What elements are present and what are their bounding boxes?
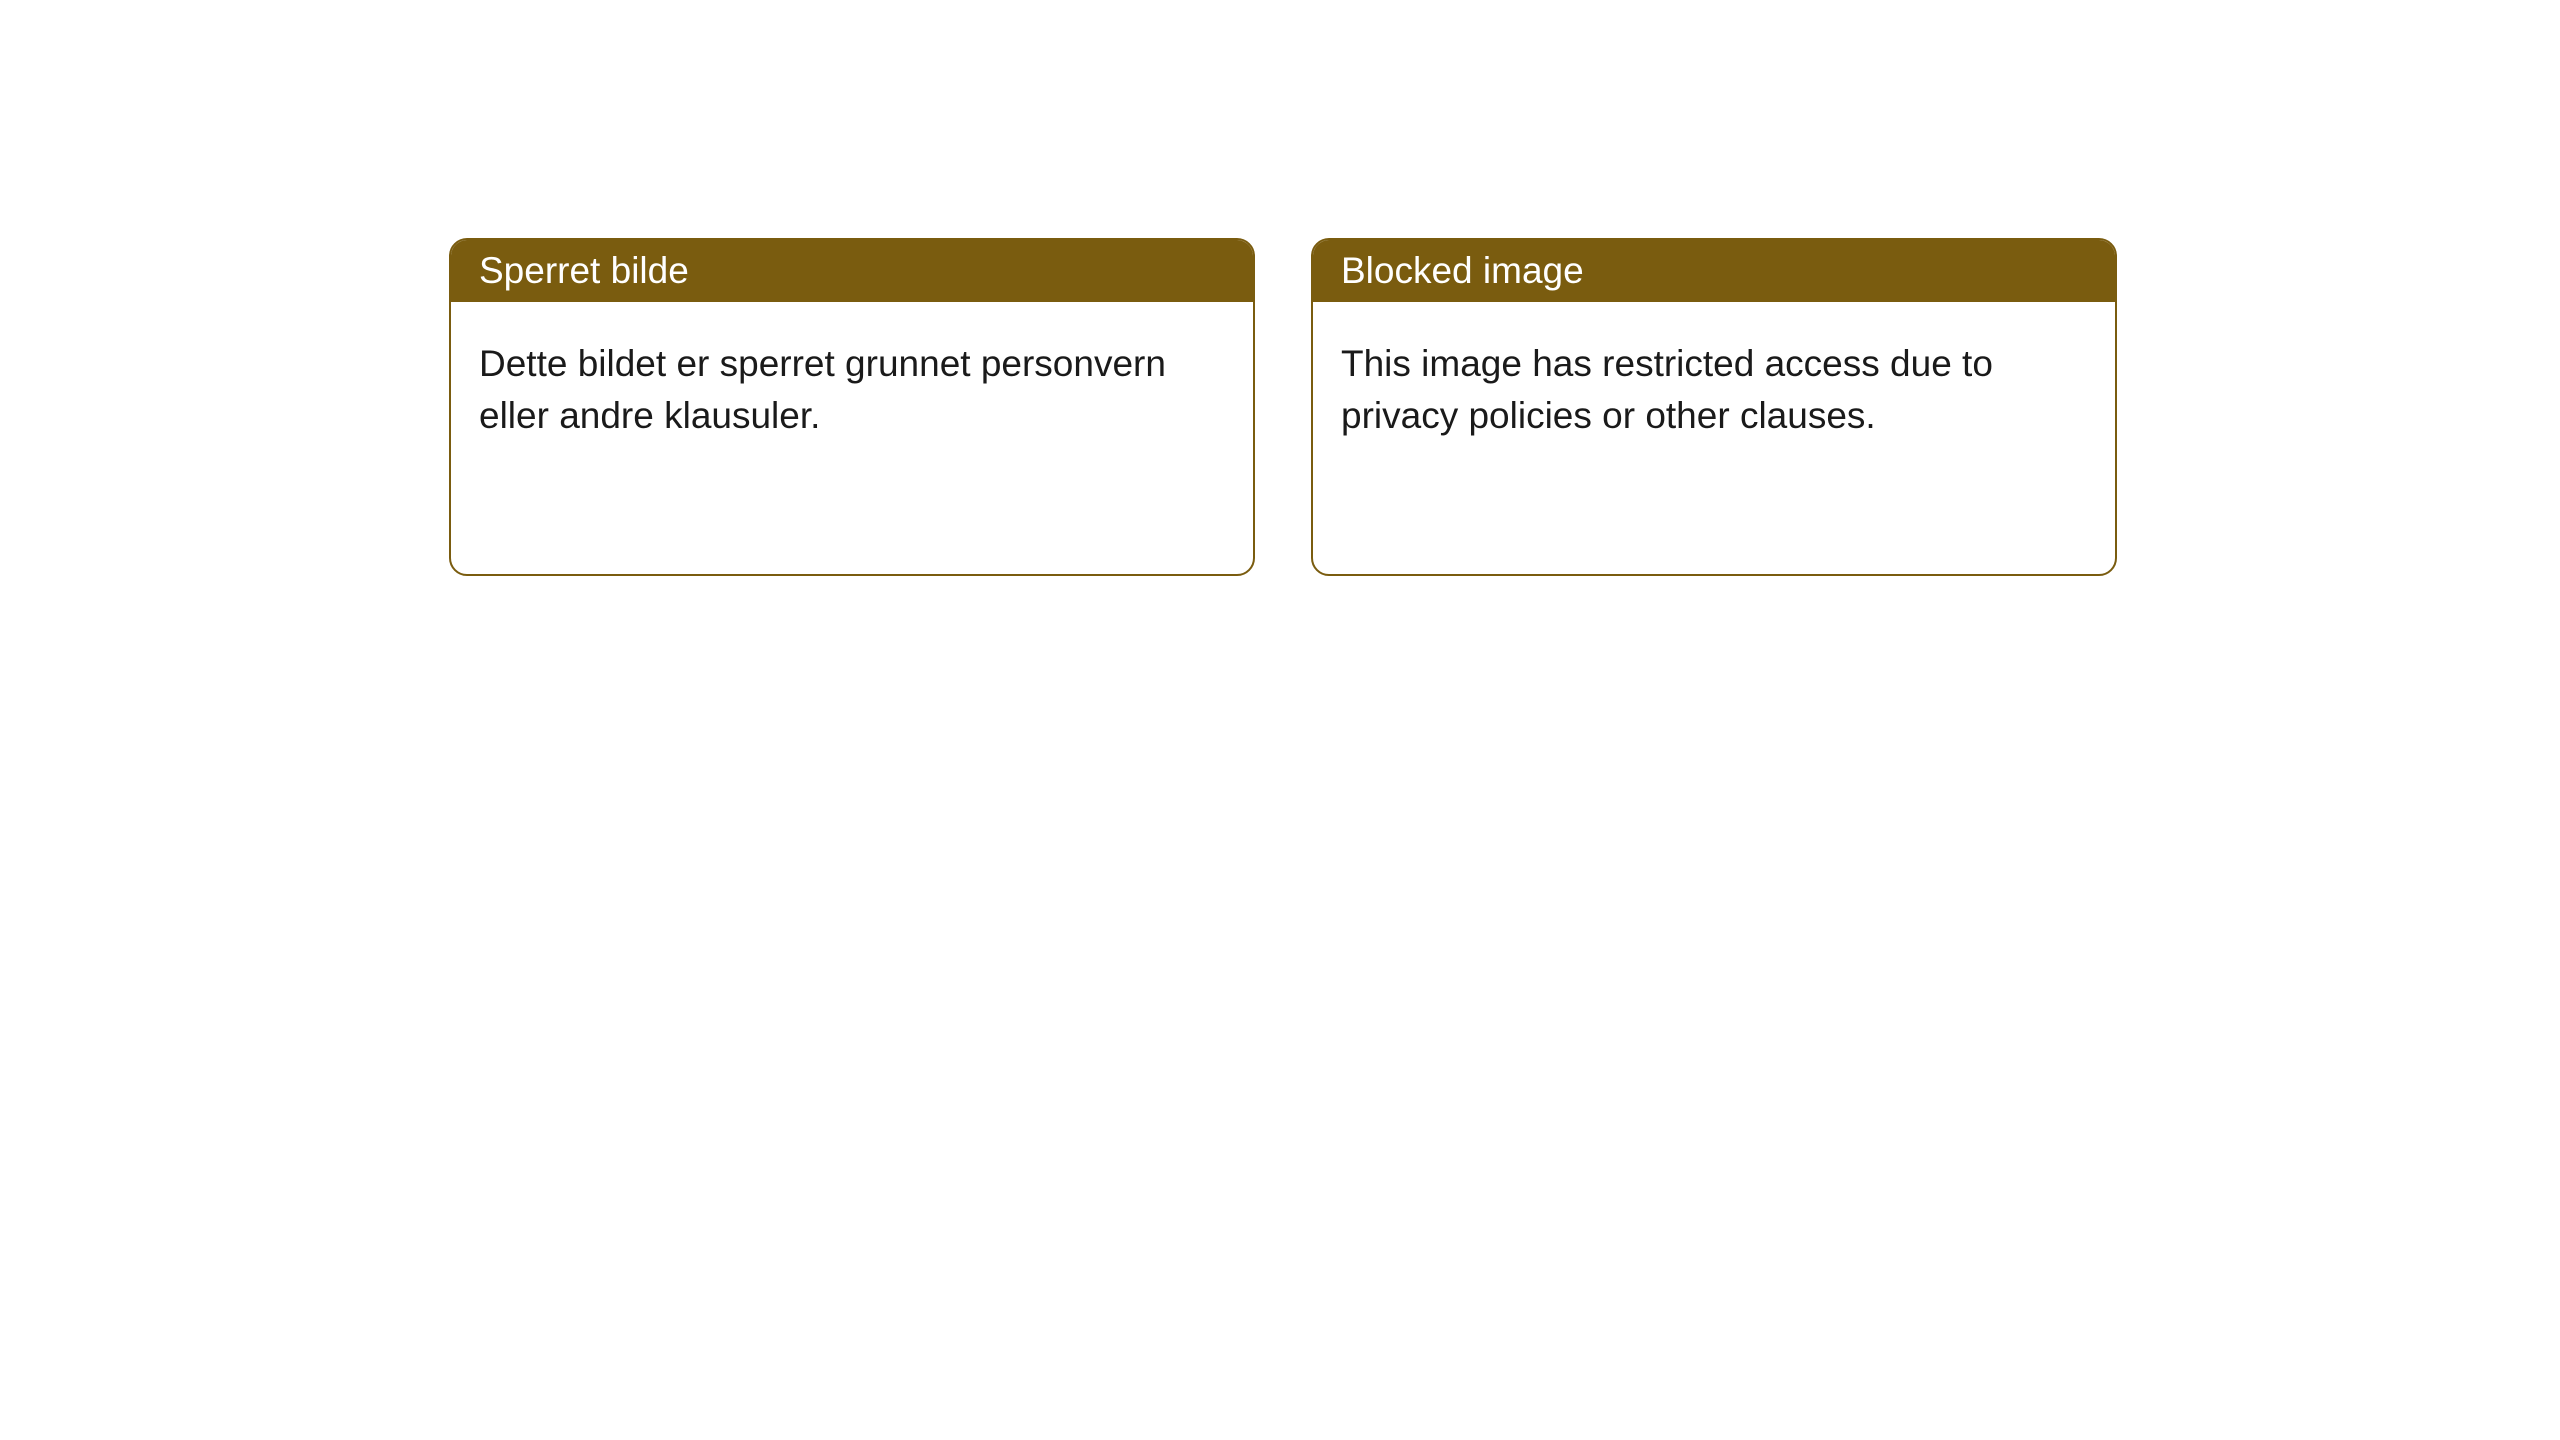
card-body-english: This image has restricted access due to … (1313, 302, 2115, 478)
notice-card-english: Blocked image This image has restricted … (1311, 238, 2117, 576)
notice-card-norwegian: Sperret bilde Dette bildet er sperret gr… (449, 238, 1255, 576)
card-header-norwegian: Sperret bilde (451, 240, 1253, 302)
notice-cards-row: Sperret bilde Dette bildet er sperret gr… (449, 238, 2560, 576)
card-header-english: Blocked image (1313, 240, 2115, 302)
card-body-norwegian: Dette bildet er sperret grunnet personve… (451, 302, 1253, 478)
